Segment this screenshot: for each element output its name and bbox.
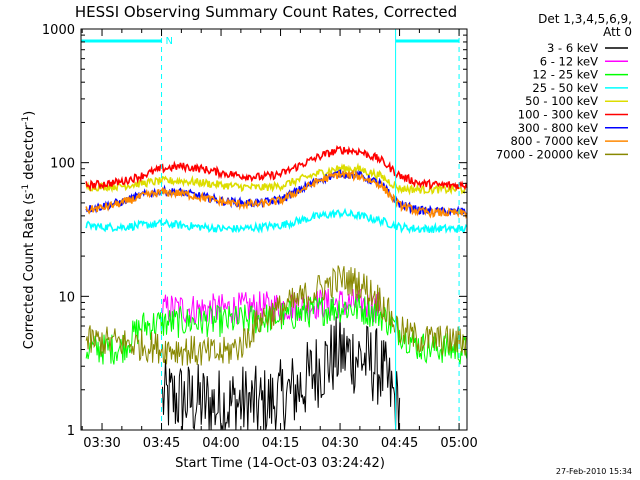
series-line-6	[85, 145, 468, 192]
annotation-1: N	[166, 36, 173, 47]
legend-label-1: 3 - 6 keV	[547, 41, 598, 55]
x-axis-label: Start Time (14-Oct-03 03:24:42)	[175, 456, 385, 471]
legend-label-5: 50 - 100 keV	[525, 94, 598, 108]
legend-header-line1: Det 1,3,4,5,6,9,	[538, 12, 632, 26]
y-axis-label-part3: )	[22, 111, 37, 116]
y-tick-label-4: 1000	[42, 23, 75, 38]
y-tick-label-3: 100	[50, 157, 75, 172]
legend-label-4: 25 - 50 keV	[532, 81, 598, 95]
x-axis: 03:30 03:45 04:00 04:15 04:30 04:45 05:00	[81, 29, 478, 451]
series-line-9	[85, 265, 468, 366]
x-tick-label-2: 03:45	[143, 436, 180, 451]
y-axis-label-sup1: -1	[21, 184, 31, 193]
y-axis-label: Corrected Count Rate (s-1 detector-1)	[21, 111, 37, 349]
series-line-2	[162, 288, 381, 325]
timestamp: 27-Feb-2010 15:34	[556, 467, 632, 476]
series-line-4	[85, 207, 468, 235]
x-tick-label-4: 04:15	[262, 436, 299, 451]
legend-label-8: 800 - 7000 keV	[510, 134, 598, 148]
y-axis: 1 10 100 1000	[42, 23, 467, 439]
legend-label-7: 300 - 800 keV	[518, 121, 598, 135]
y-axis-label-part1: Corrected Count Rate (s	[22, 193, 37, 350]
series-line-5	[85, 162, 468, 196]
night-overlay: N	[80, 29, 460, 430]
series-line-8	[85, 169, 468, 220]
x-tick-label-6: 04:45	[381, 436, 418, 451]
legend-label-3: 12 - 25 keV	[532, 68, 598, 82]
chart-title: HESSI Observing Summary Count Rates, Cor…	[75, 3, 457, 21]
x-tick-label-7: 05:00	[440, 436, 477, 451]
series-line-1	[162, 314, 401, 431]
legend-label-9: 7000 - 20000 keV	[496, 147, 598, 161]
x-tick-label-5: 04:30	[321, 436, 358, 451]
y-tick-label-2: 10	[58, 290, 75, 305]
series-group	[85, 145, 468, 431]
plot-frame	[80, 28, 468, 431]
y-tick-label-1: 1	[67, 424, 75, 439]
legend-label-6: 100 - 300 keV	[518, 108, 598, 122]
legend-header-line2: Att 0	[603, 25, 632, 39]
y-axis-label-sup2: -1	[21, 116, 31, 125]
x-tick-label-1: 03:30	[83, 436, 120, 451]
y-axis-label-part2: detector	[22, 124, 37, 184]
legend-label-2: 6 - 12 keV	[540, 54, 598, 68]
x-tick-label-3: 04:00	[202, 436, 239, 451]
